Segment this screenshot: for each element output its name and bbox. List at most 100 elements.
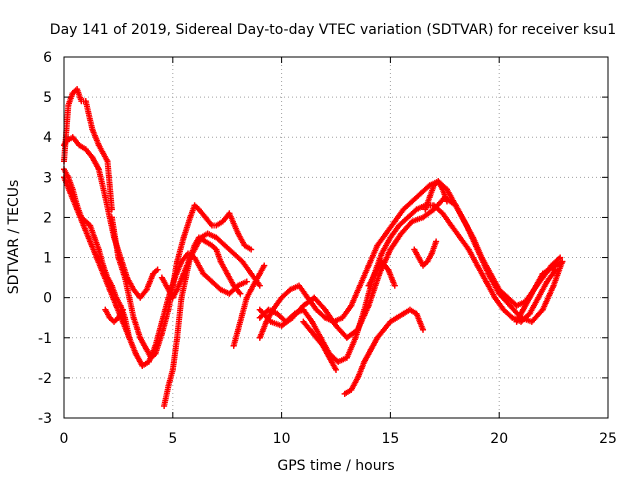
y-tick-label: 4 xyxy=(43,130,52,146)
data-point xyxy=(339,314,346,321)
data-point xyxy=(520,306,527,313)
data-point xyxy=(326,354,333,361)
data-point xyxy=(187,254,194,261)
data-point xyxy=(69,134,76,141)
data-point xyxy=(385,266,392,273)
series-arc-3 xyxy=(61,134,161,301)
data-point xyxy=(237,290,244,297)
data-point xyxy=(139,362,146,369)
data-point xyxy=(202,214,209,221)
data-point xyxy=(261,262,268,269)
data-point xyxy=(239,310,246,317)
data-point xyxy=(95,166,102,173)
data-point xyxy=(143,346,150,353)
data-point xyxy=(356,282,363,289)
data-point xyxy=(430,182,437,189)
data-point xyxy=(111,318,118,325)
data-point xyxy=(102,194,109,201)
data-point xyxy=(74,206,81,213)
data-point xyxy=(158,318,165,325)
data-point xyxy=(143,286,150,293)
data-point xyxy=(278,322,285,329)
data-point xyxy=(180,234,187,241)
data-point xyxy=(230,282,237,289)
data-point xyxy=(465,246,472,253)
y-tick-label: 1 xyxy=(43,251,52,267)
data-point xyxy=(226,290,233,297)
data-point xyxy=(191,242,198,249)
series-markers xyxy=(411,238,440,269)
series-arc-12 xyxy=(256,194,566,341)
data-point xyxy=(106,286,113,293)
data-point xyxy=(89,126,96,133)
data-point xyxy=(509,314,516,321)
data-point xyxy=(387,318,394,325)
data-point xyxy=(100,270,107,277)
data-point xyxy=(241,242,248,249)
data-point xyxy=(89,154,96,161)
data-point xyxy=(296,282,303,289)
data-point xyxy=(507,302,514,309)
data-point xyxy=(406,306,413,313)
data-point xyxy=(80,222,87,229)
data-point xyxy=(256,334,263,341)
data-point xyxy=(195,234,202,241)
data-point xyxy=(424,258,431,265)
data-point xyxy=(74,86,81,93)
data-point xyxy=(365,282,372,289)
data-point xyxy=(243,278,250,285)
data-point xyxy=(496,290,503,297)
data-point xyxy=(145,358,152,365)
data-point xyxy=(513,302,520,309)
data-point xyxy=(119,318,126,325)
data-point xyxy=(457,234,464,241)
series-markers xyxy=(61,174,250,369)
y-tick-labels: -3 -2 -1 0 1 2 3 4 5 6 xyxy=(38,50,52,427)
series-arc-14 xyxy=(341,306,427,397)
data-point xyxy=(252,278,259,285)
data-point xyxy=(333,366,339,373)
data-point xyxy=(396,222,403,229)
data-point xyxy=(378,250,385,257)
data-point xyxy=(217,286,224,293)
data-point xyxy=(130,286,137,293)
data-point xyxy=(526,294,533,301)
data-point xyxy=(300,302,307,309)
data-point xyxy=(448,222,455,229)
data-point xyxy=(354,326,361,333)
y-tick-label: 0 xyxy=(43,291,52,307)
plot-frame xyxy=(63,56,609,419)
data-point xyxy=(213,222,220,229)
series-arc-16 xyxy=(422,178,450,213)
data-point xyxy=(222,242,229,249)
data-point xyxy=(208,278,215,285)
data-point xyxy=(208,242,215,249)
data-point xyxy=(256,306,263,313)
data-point xyxy=(65,102,72,109)
data-point xyxy=(174,334,181,341)
data-point xyxy=(474,246,481,253)
x-axis-label: GPS time / hours xyxy=(277,458,394,474)
data-point xyxy=(313,306,320,313)
data-point xyxy=(433,238,440,245)
data-point xyxy=(130,314,137,321)
data-point xyxy=(428,250,435,257)
data-point xyxy=(248,270,255,277)
data-point xyxy=(343,334,350,341)
data-point xyxy=(309,318,316,325)
data-point xyxy=(409,198,416,205)
data-point xyxy=(165,382,172,389)
data-point xyxy=(420,214,427,221)
data-point xyxy=(200,270,207,277)
data-point xyxy=(117,254,124,261)
data-point xyxy=(311,294,318,301)
data-point xyxy=(226,210,233,217)
data-point xyxy=(378,258,385,265)
data-point xyxy=(102,306,109,313)
data-point xyxy=(274,310,281,317)
data-point xyxy=(393,314,400,321)
data-point xyxy=(124,274,131,281)
data-point xyxy=(400,206,407,213)
data-point xyxy=(119,306,126,313)
data-point xyxy=(69,90,76,97)
